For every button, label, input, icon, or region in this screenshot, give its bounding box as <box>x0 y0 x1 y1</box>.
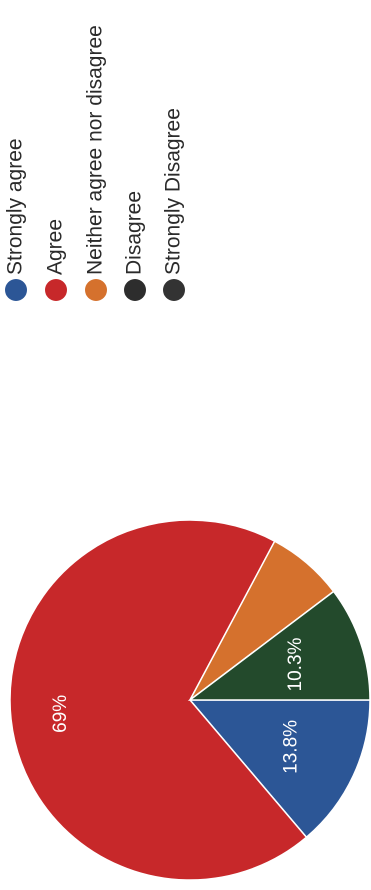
pie-slice-strongly-agree <box>188 699 371 839</box>
legend-label-disagree: Disagree <box>123 191 146 275</box>
pie-slice-disagree <box>187 590 371 701</box>
pie-slice-agree <box>9 519 308 881</box>
legend-marker-strongly-agree <box>5 279 27 301</box>
legend-marker-strongly-disagree <box>163 279 185 301</box>
legend-label-strongly-agree: Strongly agree <box>4 138 27 275</box>
pie-label-strongly-agree: 13.8% <box>280 720 301 774</box>
pie-slice-labels: 13.8% 69% 10.3% <box>50 637 306 773</box>
legend: Strongly agree Agree Neither agree nor dis… <box>4 25 185 301</box>
legend-label-neither-agree-nor-disagree: Neither agree nor disagree <box>84 25 107 275</box>
legend-marker-neither-agree-nor-disagree <box>85 279 107 301</box>
pie-label-disagree: 10.3% <box>285 637 306 691</box>
legend-marker-agree <box>45 279 67 301</box>
pie-slices <box>9 519 371 881</box>
pie-label-agree: 69% <box>50 695 71 733</box>
legend-label-agree: Agree <box>44 219 67 275</box>
legend-label-strongly-disagree: Strongly Disagree <box>162 108 185 275</box>
legend-marker-disagree <box>124 279 146 301</box>
